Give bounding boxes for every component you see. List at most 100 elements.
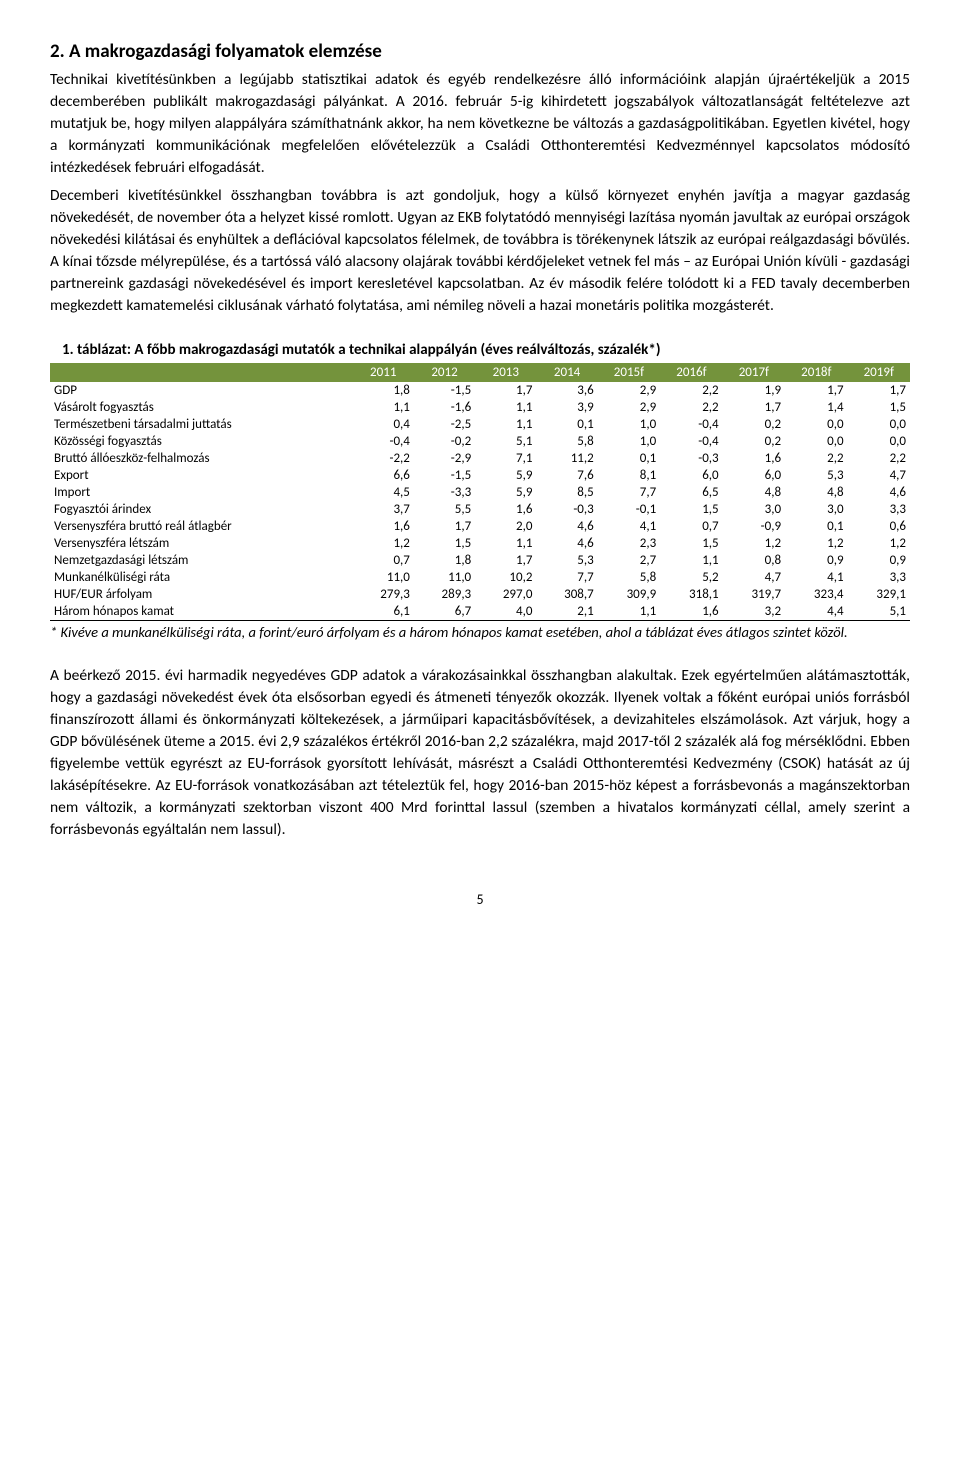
table-cell: 11,0: [414, 569, 475, 586]
table-cell: 1,2: [723, 535, 785, 552]
table-row: Munkanélküliségi ráta11,011,010,27,75,85…: [50, 569, 910, 586]
table-cell: 1,6: [723, 450, 785, 467]
table-cell: 2,2: [660, 382, 722, 399]
table-cell: 2,9: [598, 399, 660, 416]
table-cell: 1,0: [598, 416, 660, 433]
table-cell: 0,7: [353, 552, 414, 569]
table-cell: Nemzetgazdasági létszám: [50, 552, 353, 569]
table-cell: 8,1: [598, 467, 660, 484]
table-cell: 4,1: [785, 569, 847, 586]
table-cell: 6,7: [414, 603, 475, 621]
page-number: 5: [50, 891, 910, 908]
table-cell: 1,8: [414, 552, 475, 569]
table-cell: 4,1: [598, 518, 660, 535]
table-cell: 10,2: [475, 569, 536, 586]
table-cell: 5,2: [660, 569, 722, 586]
table-cell: 1,1: [353, 399, 414, 416]
table-cell: 3,2: [723, 603, 785, 621]
table-row: Versenyszféra bruttó reál átlagbér1,61,7…: [50, 518, 910, 535]
table-cell: 7,1: [475, 450, 536, 467]
table-cell: 1,1: [660, 552, 722, 569]
table-cell: 6,1: [353, 603, 414, 621]
table-row: Nemzetgazdasági létszám0,71,81,75,32,71,…: [50, 552, 910, 569]
table-cell: 5,1: [475, 433, 536, 450]
table-cell: 1,1: [475, 399, 536, 416]
table-cell: 1,7: [848, 382, 910, 399]
table-cell: Természetbeni társadalmi juttatás: [50, 416, 353, 433]
table-cell: Import: [50, 484, 353, 501]
table-cell: -0,2: [414, 433, 475, 450]
table-header-cell: [50, 363, 353, 382]
table-cell: -0,1: [598, 501, 660, 518]
table-cell: 0,2: [723, 433, 785, 450]
section-heading: 2. A makrogazdasági folyamatok elemzése: [50, 40, 910, 63]
table-cell: 11,2: [536, 450, 597, 467]
table-cell: 0,0: [785, 416, 847, 433]
table-caption: 1. táblázat: A főbb makrogazdasági mutat…: [50, 341, 910, 359]
table-cell: 5,8: [598, 569, 660, 586]
table-cell: 6,6: [353, 467, 414, 484]
table-cell: 0,9: [785, 552, 847, 569]
table-cell: 1,5: [848, 399, 910, 416]
table-cell: -0,4: [660, 433, 722, 450]
table-cell: 329,1: [848, 586, 910, 603]
table-cell: 1,7: [475, 382, 536, 399]
table-row: HUF/EUR árfolyam279,3289,3297,0308,7309,…: [50, 586, 910, 603]
table-cell: 4,6: [536, 535, 597, 552]
table-cell: 4,7: [723, 569, 785, 586]
table-cell: 1,1: [475, 535, 536, 552]
table-cell: 3,3: [848, 501, 910, 518]
table-cell: 4,6: [848, 484, 910, 501]
table-cell: 1,9: [723, 382, 785, 399]
table-row: Természetbeni társadalmi juttatás0,4-2,5…: [50, 416, 910, 433]
table-cell: 4,0: [475, 603, 536, 621]
table-cell: 11,0: [353, 569, 414, 586]
table-cell: 7,7: [536, 569, 597, 586]
table-cell: 5,8: [536, 433, 597, 450]
table-cell: 1,5: [660, 535, 722, 552]
table-cell: 5,9: [475, 467, 536, 484]
table-cell: -0,3: [660, 450, 722, 467]
table-cell: -3,3: [414, 484, 475, 501]
table-cell: 0,4: [353, 416, 414, 433]
table-cell: 1,6: [475, 501, 536, 518]
table-row: Három hónapos kamat6,16,74,02,11,11,63,2…: [50, 603, 910, 621]
table-header-cell: 2018f: [785, 363, 847, 382]
table-cell: Fogyasztói árindex: [50, 501, 353, 518]
table-cell: -0,4: [353, 433, 414, 450]
table-header-cell: 2016f: [660, 363, 722, 382]
table-footnote: * Kivéve a munkanélküliségi ráta, a fori…: [50, 623, 910, 643]
table-cell: 1,7: [785, 382, 847, 399]
table-cell: -0,3: [536, 501, 597, 518]
table-cell: 6,0: [723, 467, 785, 484]
table-cell: 0,1: [785, 518, 847, 535]
table-cell: -0,9: [723, 518, 785, 535]
table-cell: 0,0: [785, 433, 847, 450]
table-cell: Három hónapos kamat: [50, 603, 353, 621]
table-cell: -2,9: [414, 450, 475, 467]
table-cell: 3,0: [785, 501, 847, 518]
table-cell: 5,5: [414, 501, 475, 518]
table-header-cell: 2015f: [598, 363, 660, 382]
table-cell: 0,1: [536, 416, 597, 433]
table-cell: HUF/EUR árfolyam: [50, 586, 353, 603]
table-cell: -1,5: [414, 467, 475, 484]
table-cell: 3,6: [536, 382, 597, 399]
table-row: Fogyasztói árindex3,75,51,6-0,3-0,11,53,…: [50, 501, 910, 518]
table-cell: 5,9: [475, 484, 536, 501]
table-cell: 1,7: [475, 552, 536, 569]
table-row: Bruttó állóeszköz-felhalmozás-2,2-2,97,1…: [50, 450, 910, 467]
table-cell: 1,7: [414, 518, 475, 535]
table-cell: 2,2: [660, 399, 722, 416]
table-cell: 5,3: [536, 552, 597, 569]
table-header-cell: 2019f: [848, 363, 910, 382]
table-header-cell: 2017f: [723, 363, 785, 382]
table-cell: 1,6: [353, 518, 414, 535]
table-header-cell: 2014: [536, 363, 597, 382]
table-cell: 6,5: [660, 484, 722, 501]
table-cell: 289,3: [414, 586, 475, 603]
table-row: Versenyszféra létszám1,21,51,14,62,31,51…: [50, 535, 910, 552]
table-header-cell: 2011: [353, 363, 414, 382]
table-cell: 0,8: [723, 552, 785, 569]
table-row: GDP1,8-1,51,73,62,92,21,91,71,7: [50, 382, 910, 399]
